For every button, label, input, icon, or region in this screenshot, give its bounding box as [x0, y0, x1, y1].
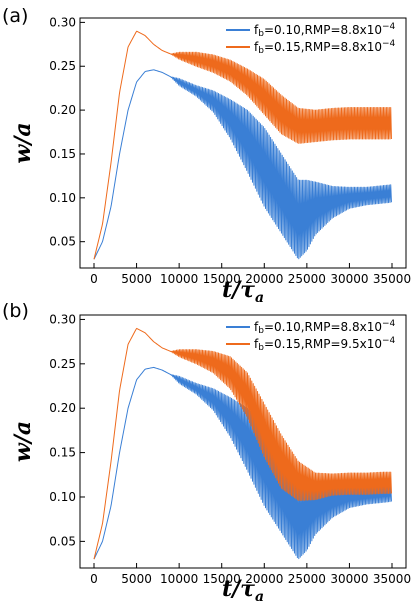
- x-tick-label: 20000: [245, 272, 283, 286]
- x-tick-label: 30000: [330, 272, 368, 286]
- x-tick-label: 35000: [373, 572, 411, 586]
- panel-label: (a): [2, 5, 28, 27]
- y-axis-label: w/a: [10, 122, 36, 163]
- y-tick-label: 0.25: [49, 59, 76, 73]
- plot-frame: [79, 314, 407, 569]
- y-tick-label: 0.05: [49, 534, 76, 548]
- x-tick-label: 10000: [160, 572, 198, 586]
- legend-entry: fb=0.15,RMP=9.5x10−4: [254, 336, 396, 353]
- panel-b: (b) 0 5000 10000 15000 20000 25000 30000 35000 0.…: [2, 300, 411, 605]
- x-tick-label: 0: [90, 572, 98, 586]
- legend: fb=0.10,RMP=8.8x10−4fb=0.15,RMP=9.5x10−4: [226, 319, 396, 353]
- series-group: [93, 327, 392, 560]
- x-tick-label: 35000: [373, 272, 411, 286]
- plot-frame: [79, 17, 407, 269]
- panel-label: (b): [2, 300, 29, 322]
- y-tick-label: 0.10: [49, 191, 76, 205]
- series-line-fb-010: [93, 69, 392, 260]
- y-tick-label: 0.20: [49, 401, 76, 415]
- series-line-fb-010: [93, 366, 392, 560]
- y-tick-label: 0.30: [49, 15, 76, 29]
- y-tick-label: 0.15: [49, 147, 76, 161]
- y-tick-label: 0.05: [49, 235, 76, 249]
- y-tick-label: 0.20: [49, 103, 76, 117]
- x-tick-label: 30000: [330, 572, 368, 586]
- series-line-fb-015: [93, 30, 392, 260]
- x-tick-label: 15000: [203, 572, 241, 586]
- x-tick-label: 25000: [288, 572, 326, 586]
- x-tick-label: 20000: [245, 572, 283, 586]
- x-tick-label: 10000: [160, 272, 198, 286]
- legend-entry: fb=0.10,RMP=8.8x10−4: [254, 319, 396, 336]
- y-axis-label: w/a: [10, 421, 36, 462]
- x-tick-label: 5000: [121, 272, 152, 286]
- x-axis-label-sub: a: [255, 589, 264, 605]
- x-tick-label: 25000: [288, 272, 326, 286]
- y-tick-label: 0.15: [49, 446, 76, 460]
- y-tick-label: 0.10: [49, 490, 76, 504]
- legend: fb=0.10,RMP=8.8x10−4fb=0.15,RMP=8.8x10−4: [226, 22, 396, 56]
- y-tick-label: 0.25: [49, 357, 76, 371]
- x-tick-label: 0: [90, 272, 98, 286]
- x-tick-label: 5000: [121, 572, 152, 586]
- panel-a: (a) 0 5000 10000 15000 20000 25000 30000 35000 0.…: [2, 5, 411, 306]
- y-tick-label: 0.30: [49, 312, 76, 326]
- legend-entry: fb=0.15,RMP=8.8x10−4: [254, 39, 396, 56]
- legend-entry: fb=0.10,RMP=8.8x10−4: [254, 22, 396, 39]
- x-axis-label-sub: a: [255, 290, 264, 306]
- series-line-fb-015: [93, 327, 392, 560]
- series-group: [93, 30, 392, 260]
- x-tick-label: 15000: [203, 272, 241, 286]
